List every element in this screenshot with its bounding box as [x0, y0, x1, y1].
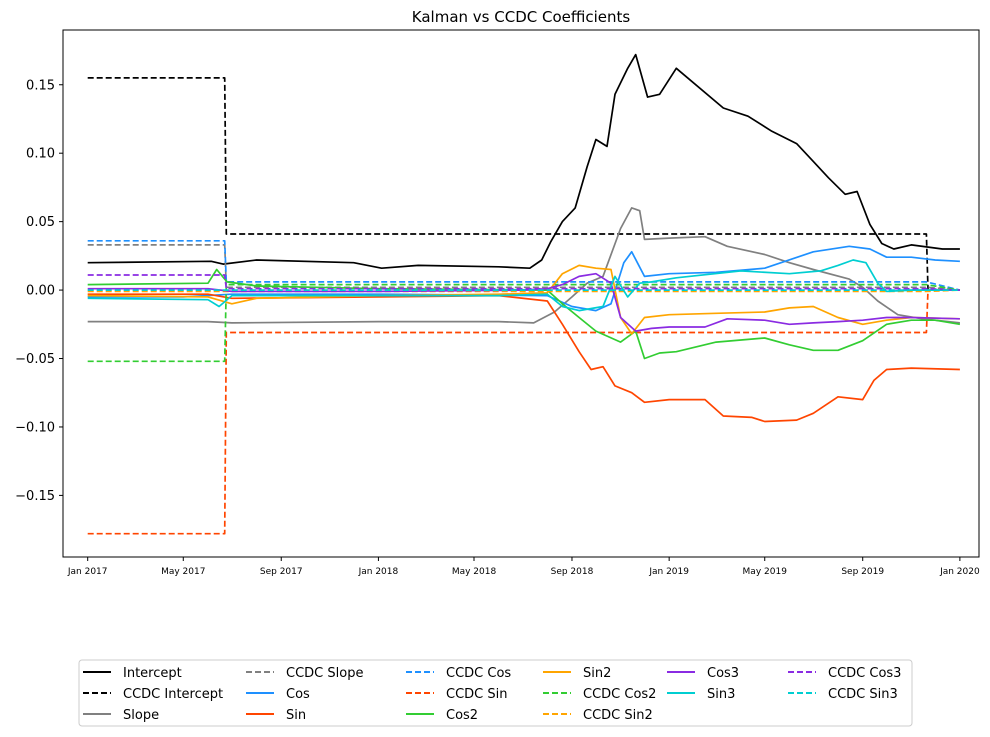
x-tick-label: Jan 2020 [939, 567, 980, 577]
plot-frame [62, 29, 980, 558]
legend-label: CCDC Sin [446, 687, 507, 702]
x-tick-label: Sep 2018 [551, 567, 594, 577]
y-tick-label: 0.00 [26, 284, 55, 299]
x-tick-label: Sep 2017 [260, 567, 303, 577]
x-tick-label: May 2017 [161, 567, 205, 577]
series-line-cos2 [87, 268, 961, 360]
series-line-intercept [87, 53, 960, 270]
series-line-ccdc-sin [87, 289, 960, 535]
y-tick-label: 0.10 [26, 147, 55, 162]
series-line-cos [87, 245, 960, 312]
legend-label: CCDC Slope [286, 666, 363, 681]
y-tick-label: 0.05 [26, 215, 55, 230]
legend-label: Intercept [123, 666, 182, 681]
legend-label: CCDC Sin3 [828, 687, 898, 702]
legend: Intercept CCDC Intercept Slope CCDC Slope Co… [78, 659, 913, 727]
legend-label: Sin [286, 708, 306, 723]
legend-label: CCDC Cos3 [828, 666, 901, 681]
series-line-sin [87, 293, 960, 423]
x-tick-label: Sep 2019 [841, 567, 884, 577]
series-line-ccdc-cos3 [87, 274, 960, 291]
series-line-slope [87, 207, 960, 324]
y-tick-label: −0.15 [15, 489, 55, 504]
legend-label: Cos [286, 687, 310, 702]
legend-label: Cos3 [707, 666, 739, 681]
legend-label: Slope [123, 708, 159, 723]
y-axis: 0.15 0.10 0.05 0.00 −0.05 −0.10 −0.15 [15, 78, 63, 504]
chart-title: Kalman vs CCDC Coefficients [412, 8, 631, 26]
legend-frame [78, 659, 913, 727]
x-tick-label: Jan 2017 [67, 567, 108, 577]
legend-label: CCDC Cos [446, 666, 511, 681]
x-tick-label: May 2019 [743, 567, 788, 577]
x-tick-label: May 2018 [452, 567, 497, 577]
series-line-ccdc-slope [87, 244, 960, 291]
legend-label: Cos2 [446, 708, 478, 723]
y-tick-label: −0.05 [15, 352, 55, 367]
x-tick-label: Jan 2019 [648, 567, 689, 577]
x-axis: Jan 2017 May 2017 Sep 2017 Jan 2018 May 2018… [67, 557, 980, 577]
series-line-ccdc-intercept [87, 77, 960, 291]
series-line-ccdc-cos2 [87, 283, 961, 363]
plot-area [87, 53, 961, 535]
x-tick-label: Jan 2018 [358, 567, 399, 577]
legend-label: CCDC Cos2 [583, 687, 656, 702]
legend-label: CCDC Sin2 [583, 708, 653, 723]
legend-label: Sin3 [707, 687, 735, 702]
legend-label: Sin2 [583, 666, 611, 681]
y-tick-label: 0.15 [26, 78, 55, 93]
series-line-sin3 [87, 259, 960, 312]
legend-label: CCDC Intercept [123, 687, 223, 702]
series-line-ccdc-cos [87, 239, 961, 291]
y-tick-label: −0.10 [15, 420, 55, 435]
